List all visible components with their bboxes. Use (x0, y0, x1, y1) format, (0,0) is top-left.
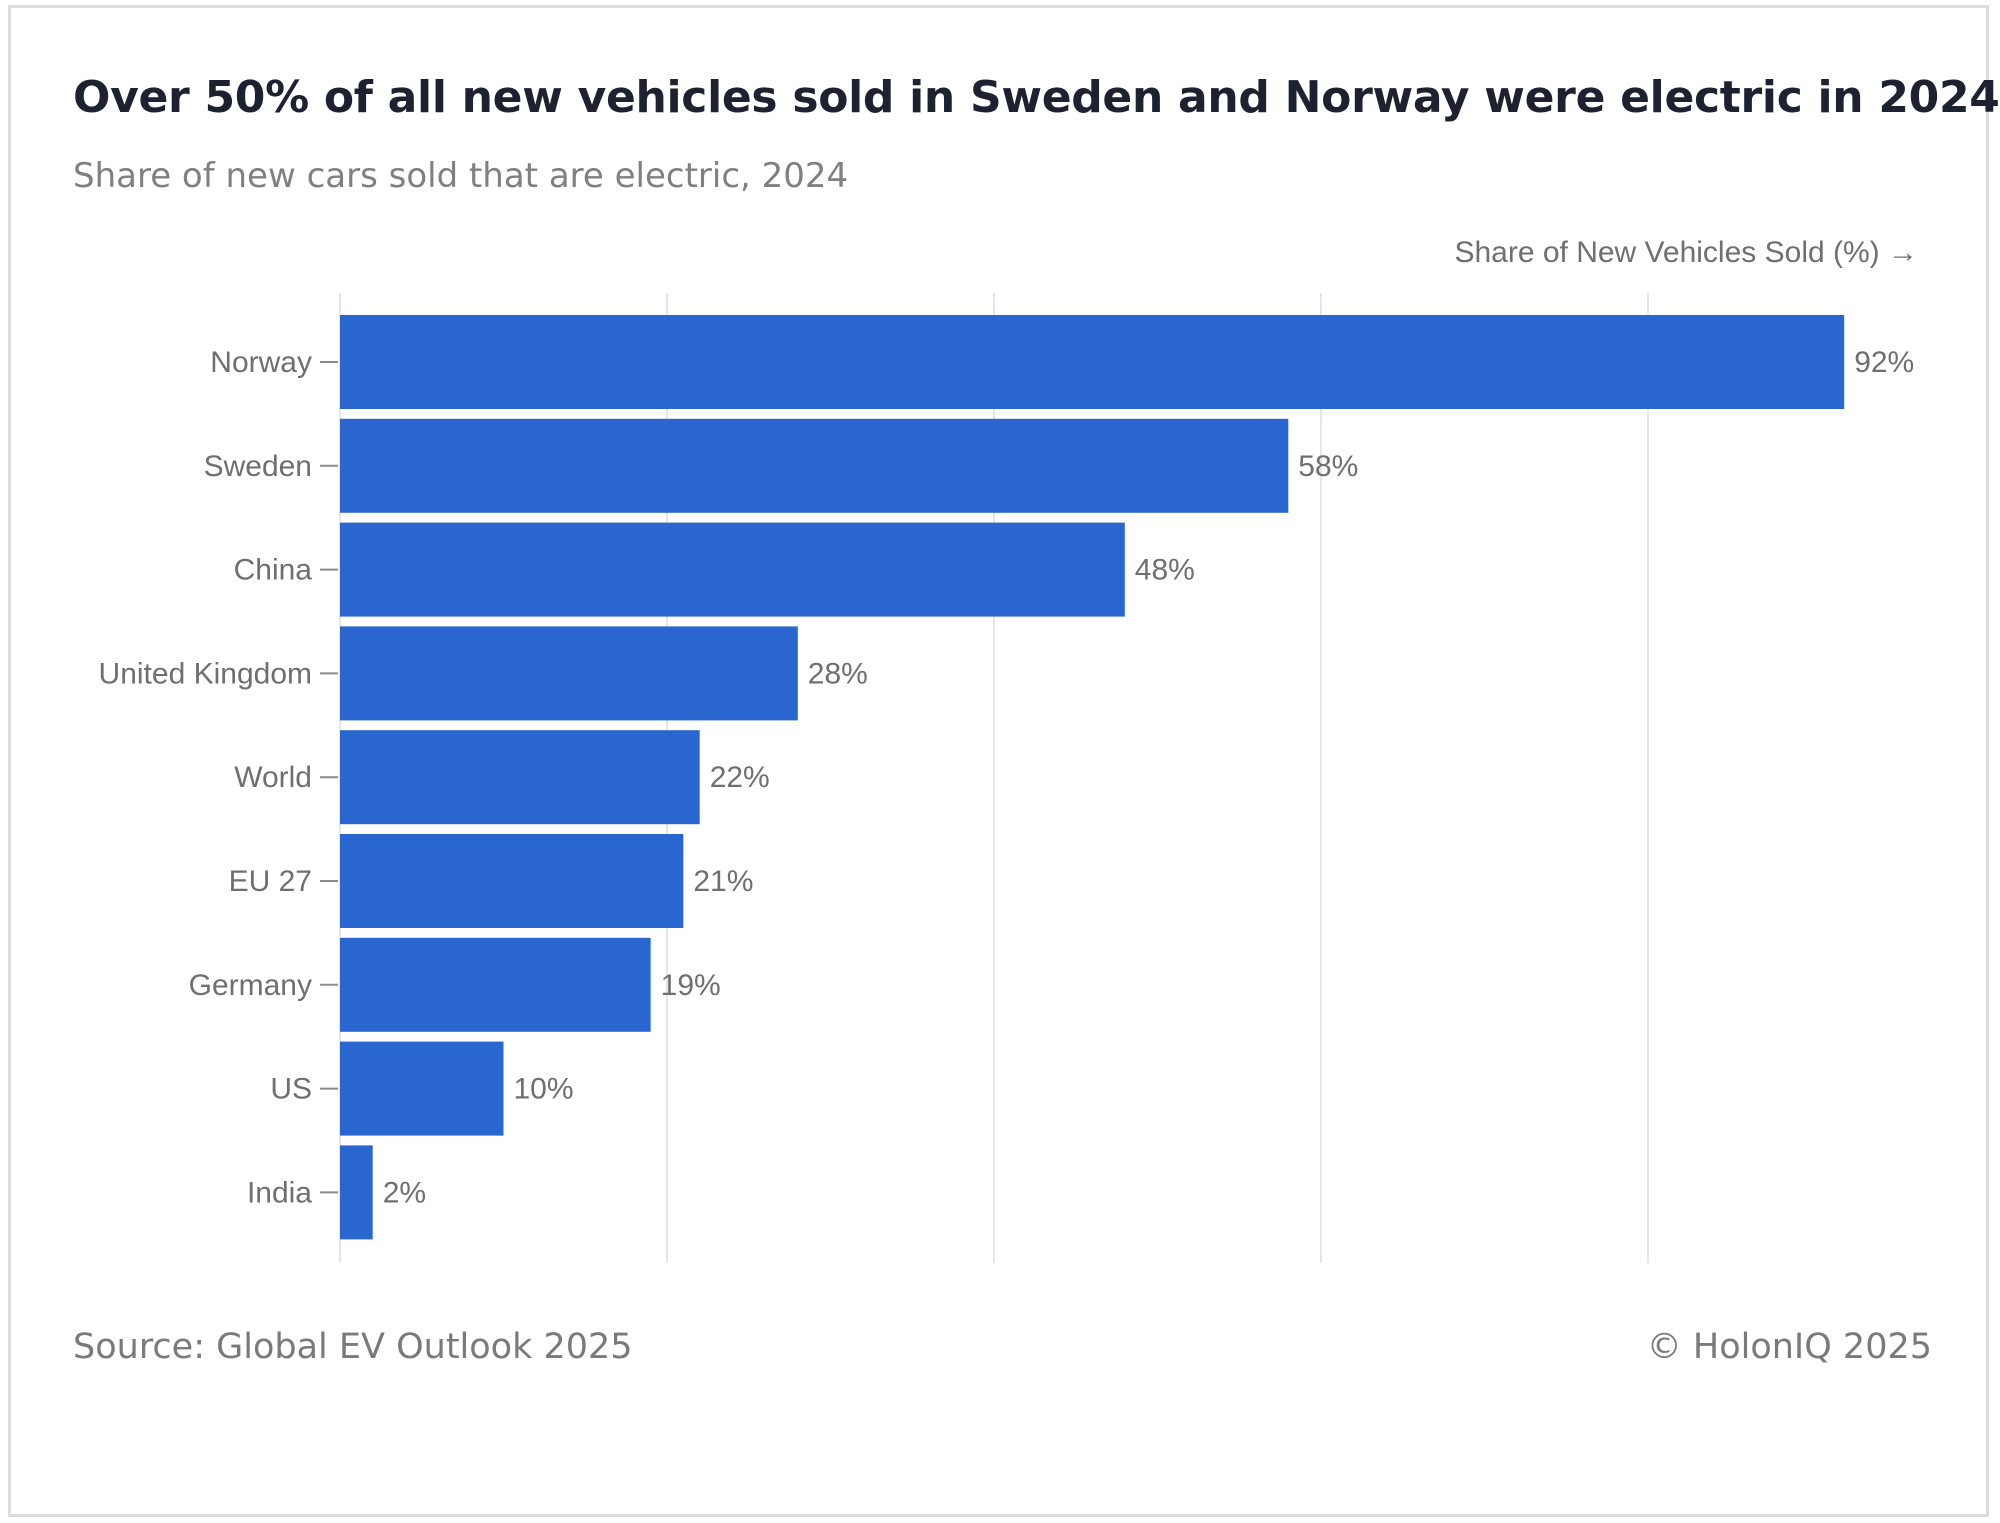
bar-united-kingdom (340, 626, 798, 721)
bars (340, 315, 1845, 1240)
category-label: United Kingdom (99, 657, 312, 690)
value-label: 92% (1854, 346, 1914, 379)
bar-sweden (340, 418, 1289, 513)
bar-india (340, 1145, 373, 1240)
value-label: 10% (514, 1073, 574, 1106)
category-label: India (247, 1176, 312, 1209)
category-label: World (234, 761, 312, 794)
chart-subtitle: Share of new cars sold that are electric… (73, 156, 849, 196)
bar-eu-27 (340, 834, 684, 928)
bar-world (340, 730, 700, 825)
x-axis-title: Share of New Vehicles Sold (%) → (1454, 236, 1918, 269)
value-label: 19% (661, 969, 721, 1002)
copyright-note: © HolonIQ 2025 (1646, 1327, 1932, 1367)
value-label: 58% (1298, 450, 1358, 483)
value-label: 48% (1135, 554, 1195, 587)
bar-china (340, 522, 1125, 617)
chart-title: Over 50% of all new vehicles sold in Swe… (73, 72, 2000, 123)
value-label: 2% (383, 1176, 426, 1209)
chart-frame (8, 5, 1989, 1517)
category-label: Norway (210, 346, 312, 379)
source-note: Source: Global EV Outlook 2025 (73, 1327, 633, 1367)
bar-norway (340, 315, 1845, 409)
bar-germany (340, 937, 651, 1032)
category-label: Sweden (204, 450, 312, 483)
bar-us (340, 1041, 504, 1136)
value-label: 21% (693, 865, 753, 898)
value-label: 22% (710, 761, 770, 794)
category-label: Germany (189, 969, 312, 1002)
category-label: US (270, 1073, 312, 1106)
value-label: 28% (808, 657, 868, 690)
labels: Norway 92% Sweden 58% China 48% United Kingdom… (99, 346, 1915, 1209)
category-label: China (234, 554, 313, 587)
category-label: EU 27 (229, 865, 312, 898)
